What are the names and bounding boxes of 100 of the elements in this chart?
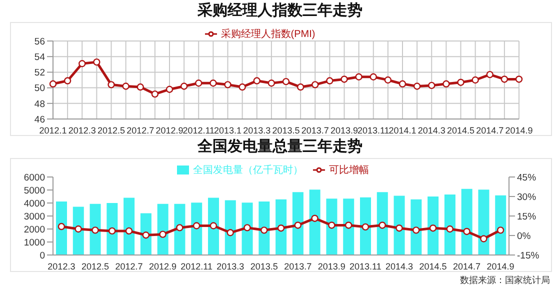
bar — [495, 195, 506, 255]
bar — [174, 204, 186, 255]
point — [268, 80, 276, 87]
x-tick-label: 2014.9 — [486, 261, 514, 272]
x-tick-label: 2014.1 — [388, 125, 416, 136]
point — [125, 227, 133, 235]
point — [311, 214, 318, 222]
bar — [444, 194, 456, 255]
legend-label: 全国发电量（亿千瓦时） — [193, 165, 303, 176]
point — [64, 77, 72, 84]
point — [180, 82, 188, 90]
point — [238, 83, 246, 91]
y-tick-label: 48 — [34, 98, 45, 110]
bar — [478, 190, 490, 255]
x-tick-label: 2012.5 — [97, 125, 126, 136]
bar — [410, 199, 422, 255]
bar — [376, 192, 388, 255]
point — [413, 82, 421, 90]
point — [428, 82, 436, 90]
point — [142, 232, 150, 239]
point — [500, 76, 508, 83]
point — [210, 80, 217, 87]
point — [277, 224, 285, 232]
bar — [292, 192, 304, 255]
y-tick-label: 4000 — [24, 198, 45, 210]
bar — [157, 204, 168, 255]
point — [151, 90, 159, 98]
x-tick-label: 2014.7 — [453, 261, 481, 272]
legend-label: 可比增幅 — [329, 165, 369, 176]
y-tick-label: 52 — [34, 68, 45, 79]
point — [58, 222, 66, 230]
bar — [208, 198, 219, 255]
point — [166, 86, 174, 93]
x-tick-label: 2012.9 — [149, 261, 177, 272]
point — [480, 235, 488, 242]
point — [446, 225, 454, 233]
bar — [309, 190, 320, 255]
point — [108, 81, 115, 88]
y-tick-label: 3000 — [24, 211, 45, 222]
x-tick-label: 2013.9 — [330, 125, 358, 136]
x-tick-label: 2014.9 — [505, 125, 533, 136]
point — [192, 222, 200, 230]
y2-tick-label: -15% — [517, 250, 540, 262]
y2-tick-label: 0% — [517, 230, 532, 242]
y2-tick-label: 15% — [517, 211, 537, 222]
bar — [258, 201, 270, 255]
point — [370, 73, 377, 80]
x-tick-label: 2013.7 — [301, 125, 329, 136]
point — [176, 224, 184, 232]
point — [224, 81, 232, 88]
bar — [224, 200, 236, 255]
x-tick-label: 2014.5 — [446, 125, 475, 136]
point — [195, 80, 202, 87]
point — [496, 226, 504, 234]
x-tick-label: 2012.7 — [126, 125, 154, 136]
bar — [191, 202, 202, 255]
point — [244, 224, 251, 232]
y-tick-label: 56 — [34, 36, 45, 48]
point — [226, 229, 234, 236]
point — [294, 222, 302, 229]
x-tick-label: 2012.3 — [68, 125, 96, 136]
bar — [276, 199, 287, 255]
point — [122, 82, 130, 90]
source-note: 数据来源：国家统计局 — [459, 274, 550, 287]
bar — [124, 198, 135, 255]
point — [429, 224, 437, 232]
x-tick-label: 2013.7 — [284, 261, 312, 272]
x-tick-label: 2013.3 — [243, 125, 271, 136]
y-tick-label: 54 — [34, 52, 45, 63]
x-tick-label: 2013.1 — [214, 125, 242, 136]
y2-tick-label: 30% — [517, 192, 537, 203]
y-tick-label: 0 — [40, 250, 45, 262]
bar — [106, 203, 118, 255]
point — [253, 77, 260, 84]
point — [340, 76, 348, 83]
point — [260, 226, 268, 234]
x-tick-label: 2012.3 — [48, 261, 76, 272]
x-tick-label: 2014.3 — [418, 125, 446, 136]
x-tick-label: 2012.1 — [39, 125, 67, 136]
point — [384, 76, 392, 84]
bar — [360, 197, 371, 255]
y-tick-label: 46 — [34, 114, 45, 126]
x-tick-label: 2013.11 — [357, 125, 390, 136]
point — [210, 222, 218, 230]
x-tick-label: 2014.3 — [385, 261, 413, 272]
bar — [461, 188, 472, 255]
bar — [72, 206, 84, 255]
bar — [343, 198, 354, 255]
point — [515, 76, 523, 83]
point — [412, 226, 420, 234]
x-tick-label: 2013.9 — [318, 261, 346, 272]
legend-label: 采购经理人指数(PMI) — [220, 29, 316, 40]
bar — [326, 198, 338, 255]
x-tick-label: 2013.5 — [250, 261, 278, 272]
point — [344, 222, 352, 229]
point — [136, 83, 144, 91]
bar — [90, 204, 101, 255]
point — [74, 225, 82, 233]
x-tick-label: 2013.3 — [216, 261, 244, 272]
point — [457, 78, 464, 86]
